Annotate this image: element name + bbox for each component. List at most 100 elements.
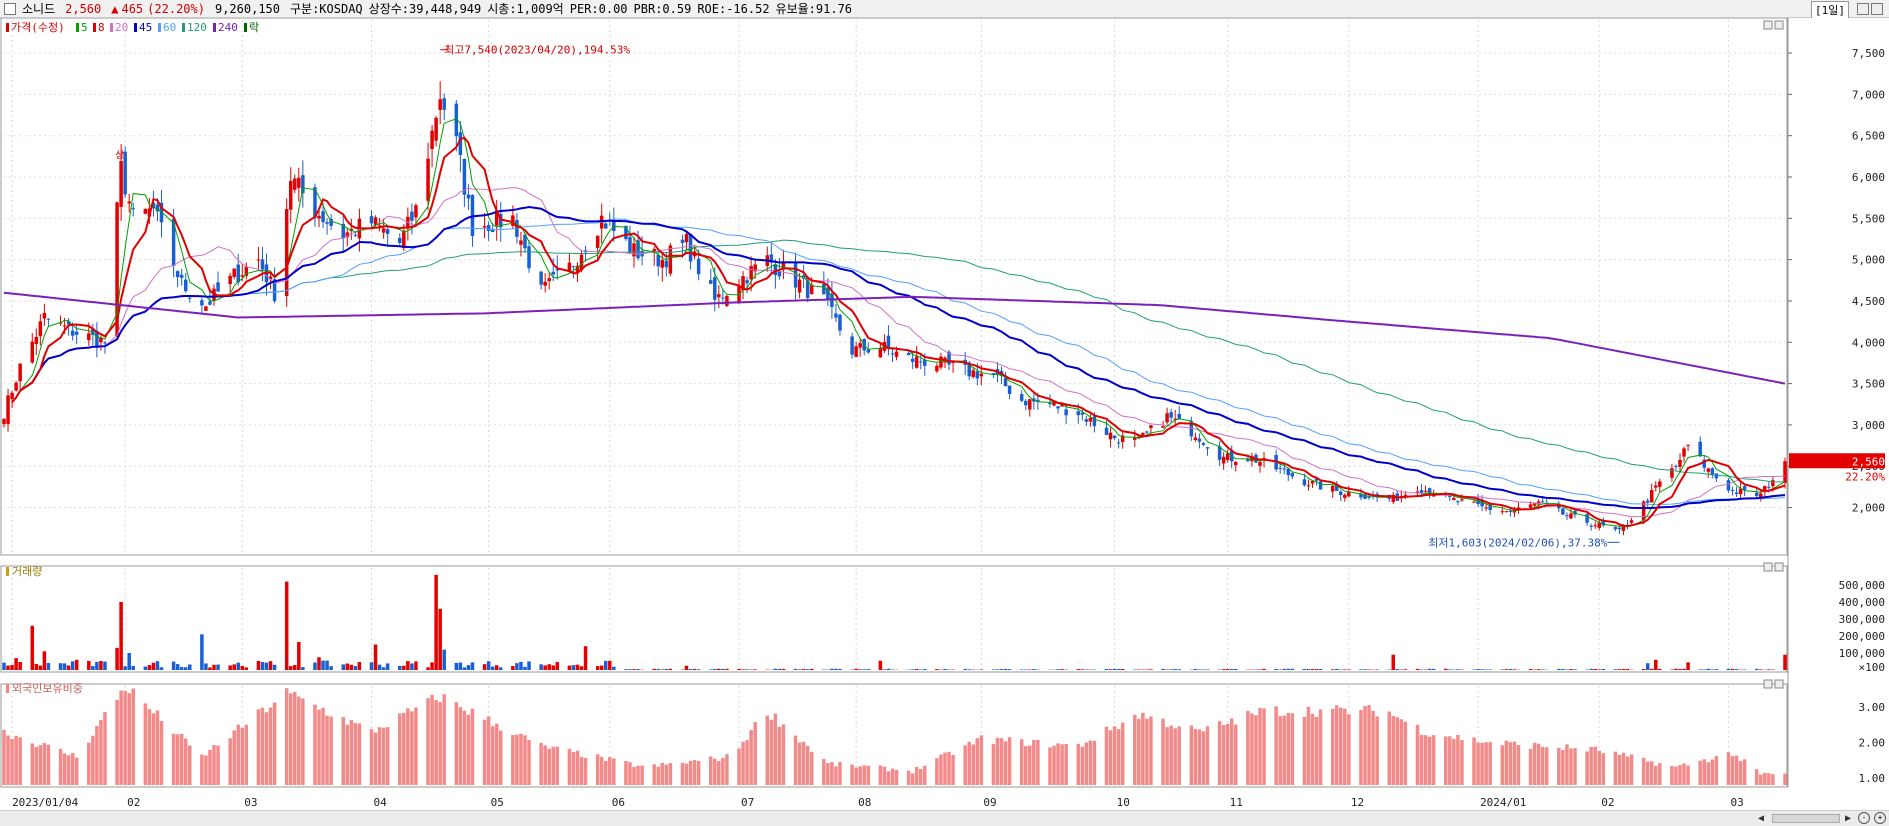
volume-bar [414, 661, 418, 670]
volume-bar [357, 662, 362, 670]
candle-body [1423, 490, 1428, 492]
foreign-bar [894, 770, 899, 785]
volume-bar [87, 660, 91, 670]
stock-chart[interactable]: 7,500 7,000 6,500 6,000 5,500 5,000 4,500 4,000… [0, 18, 1889, 810]
candle-body [236, 264, 240, 283]
foreign-bar [838, 761, 842, 785]
candle-body [1730, 489, 1735, 491]
candle-body [664, 260, 669, 268]
restore-icon[interactable] [1857, 3, 1869, 15]
volume-bar [1488, 669, 1492, 670]
candle-body [684, 234, 689, 243]
candle-body [46, 318, 51, 320]
foreign-bar [1573, 748, 1577, 785]
candle-body [1710, 468, 1715, 475]
candle-body [777, 271, 782, 277]
foreign-bar [1036, 739, 1040, 785]
close-icon[interactable] [1871, 3, 1883, 15]
volume-bar [1169, 669, 1173, 670]
volume-bar [1056, 669, 1060, 670]
change-amount: 465 [121, 1, 144, 16]
candle-body [612, 220, 616, 231]
volume-bar [608, 660, 612, 670]
volume-bar [834, 668, 838, 670]
volume-bar [943, 668, 947, 670]
foreign-bar [349, 720, 354, 785]
volume-bar [62, 663, 67, 670]
candle-body [1427, 488, 1432, 496]
scroll-right-icon[interactable]: ▶ [1845, 813, 1852, 824]
price-tick-label: 7,000 [1852, 88, 1885, 101]
candle-body [1617, 527, 1622, 530]
candle-body [1678, 459, 1682, 467]
foreign-bar [979, 735, 984, 785]
candle-body [1286, 468, 1291, 475]
last-price-tag-bg [1789, 453, 1885, 469]
foreign-bar [741, 741, 745, 785]
volume-bar [228, 665, 232, 670]
candle-body [1698, 441, 1702, 457]
zoom-out-icon[interactable]: - [1858, 812, 1870, 824]
foreign-bar [482, 719, 487, 785]
candle-body [1629, 520, 1634, 523]
candle-body [1302, 479, 1307, 486]
candle-body [1771, 480, 1775, 487]
foreign-bar [498, 730, 503, 785]
volume-bar [1310, 669, 1315, 670]
foreign-bar [87, 742, 91, 785]
volume-bar [1375, 669, 1379, 670]
candle-body [624, 225, 628, 240]
foreign-bar [1076, 743, 1081, 785]
volume-bar [18, 661, 22, 670]
candle-body [87, 333, 91, 341]
candle-body [1621, 525, 1626, 531]
zoom-in-icon[interactable]: + [1874, 812, 1886, 824]
candle-body [1145, 431, 1149, 433]
volume-bar [519, 661, 523, 670]
volume-bar [1573, 669, 1577, 670]
candle-body [628, 237, 632, 253]
candle-body [10, 392, 14, 400]
candle-body [1565, 515, 1569, 517]
volume-bar [1003, 669, 1008, 670]
scroll-left-icon[interactable]: ◀ [1758, 813, 1765, 824]
foreign-bar [1003, 741, 1008, 785]
foreign-bar [1201, 731, 1206, 785]
volume-bar [579, 666, 584, 670]
legend-swatch [182, 23, 185, 32]
foreign-bar [1048, 747, 1052, 785]
volume-bar [1536, 669, 1541, 670]
foreign-bar [951, 754, 955, 785]
menu-box-icon[interactable] [4, 2, 16, 15]
candle-body [595, 235, 600, 248]
volume-bar [1395, 668, 1400, 670]
candle-body [127, 201, 131, 204]
volume-bar [95, 661, 99, 670]
foreign-bar [1314, 716, 1319, 785]
candle-body [967, 362, 971, 377]
panel-minimize-icon [1763, 679, 1773, 689]
volume-bar [1658, 668, 1662, 670]
scroll-thumb[interactable] [1772, 814, 1840, 823]
volume-bar [1359, 669, 1363, 670]
candle-body [204, 306, 208, 311]
chart-scrollbar[interactable]: ◀ ▶ - + [0, 810, 1889, 826]
period-selector[interactable]: [1일] [1811, 1, 1849, 19]
volume-bar [688, 669, 693, 670]
candle-body [741, 276, 745, 291]
candle-body [923, 359, 927, 366]
volume-bar [1028, 669, 1032, 670]
foreign-bar [406, 708, 410, 785]
volume-bar [42, 651, 47, 670]
foreign-bar [1080, 746, 1085, 785]
x-tick-label: 08 [858, 796, 871, 809]
foreign-bar [1508, 742, 1513, 785]
foreign-bar [1112, 726, 1117, 785]
volume-bar [684, 665, 689, 670]
foreign-bar [458, 707, 463, 785]
foreign-bar [680, 762, 685, 785]
candle-body [555, 269, 560, 271]
volume-bar [999, 669, 1004, 670]
candle-body [317, 215, 321, 219]
candle-body [773, 264, 778, 276]
